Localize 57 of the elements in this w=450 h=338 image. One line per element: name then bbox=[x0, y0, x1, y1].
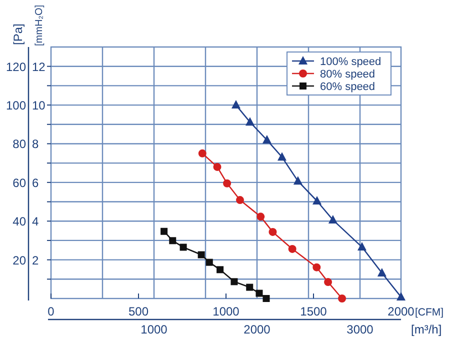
x-tick-label: 1500 bbox=[300, 304, 328, 318]
point bbox=[312, 263, 321, 272]
y-tick-label: 40 bbox=[12, 214, 26, 229]
point bbox=[231, 100, 240, 109]
point bbox=[312, 196, 322, 204]
y-tick-label: 60 bbox=[12, 176, 26, 190]
point bbox=[236, 196, 244, 204]
point bbox=[223, 179, 232, 188]
y2-tick-label: 4 bbox=[32, 214, 39, 229]
point bbox=[357, 242, 366, 251]
x-axis-title: [CFM] bbox=[415, 306, 444, 318]
point bbox=[198, 149, 206, 158]
x-tick-label: 2000 bbox=[388, 304, 415, 318]
point bbox=[180, 244, 187, 251]
x2-tick-label: 2000 bbox=[244, 322, 271, 336]
y2-tick-label: 8 bbox=[32, 137, 39, 152]
y2-tick-label: 2 bbox=[32, 253, 39, 268]
point bbox=[213, 162, 222, 171]
point bbox=[324, 278, 332, 286]
point bbox=[377, 268, 386, 276]
x-tick-label: 500 bbox=[128, 304, 149, 318]
point bbox=[230, 278, 238, 286]
x2-axis-title: [m³/h] bbox=[411, 322, 442, 336]
point bbox=[216, 266, 224, 274]
y-tick-label: 100 bbox=[6, 98, 26, 113]
point bbox=[262, 135, 272, 144]
y2-tick-label: 10 bbox=[32, 98, 46, 113]
y-axis-title: [Pa] bbox=[11, 24, 25, 45]
y-tick-label: 120 bbox=[6, 60, 26, 74]
x-tick-label: 1000 bbox=[212, 304, 240, 318]
y2-axis-title: [mmH₂O] bbox=[34, 4, 45, 46]
y2-tick-label: 12 bbox=[32, 60, 46, 74]
legend-label: 80% speed bbox=[320, 68, 376, 80]
point bbox=[169, 237, 176, 244]
point bbox=[262, 295, 270, 302]
legend-label: 60% speed bbox=[320, 81, 376, 93]
legend-label: 100% speed bbox=[320, 56, 382, 68]
point bbox=[245, 117, 254, 126]
point bbox=[206, 258, 213, 266]
y2-tick-label: 6 bbox=[32, 176, 39, 190]
point bbox=[160, 228, 168, 235]
y-tick-label: 20 bbox=[12, 253, 26, 268]
point bbox=[278, 152, 286, 161]
point bbox=[293, 176, 302, 185]
x-tick-label: 0 bbox=[48, 304, 55, 318]
point bbox=[246, 284, 254, 291]
point bbox=[256, 212, 265, 221]
x2-tick-label: 3000 bbox=[346, 322, 374, 336]
point bbox=[198, 251, 205, 258]
point bbox=[268, 228, 277, 236]
x2-tick-label: 1000 bbox=[140, 322, 168, 336]
point bbox=[338, 294, 346, 302]
point bbox=[256, 290, 263, 297]
point bbox=[396, 292, 406, 300]
point bbox=[328, 214, 338, 224]
y-tick-label: 80 bbox=[12, 137, 26, 152]
point bbox=[288, 244, 296, 253]
